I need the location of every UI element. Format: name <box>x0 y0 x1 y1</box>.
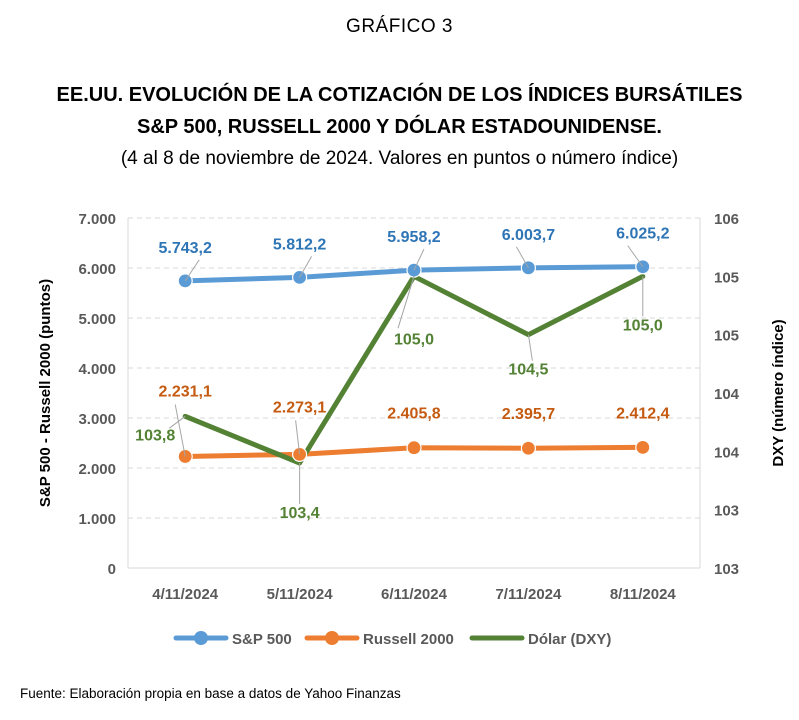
dxy-data-label-leader <box>527 334 533 361</box>
y-tick-label: 7.000 <box>78 211 116 228</box>
legend-sp500-label: S&P 500 <box>232 631 292 648</box>
y-tick-label: 6.000 <box>78 261 116 278</box>
legend-russell-2000-label: Russell 2000 <box>363 631 454 648</box>
sp500-data-label-leader <box>627 245 644 268</box>
russell-2000-data-label: 2.273,1 <box>273 399 326 416</box>
sp500-data-label-leader <box>413 248 425 271</box>
russell-2000-data-label: 2.231,1 <box>159 383 212 400</box>
line-chart: 0 1.000 2.000 3.000 4.000 5.000 6.000 7.000 103 1… <box>37 211 787 648</box>
dxy-data-label: 103,8 <box>135 427 175 444</box>
dxy-data-label: 105,0 <box>623 317 663 334</box>
russell-2000-point <box>635 439 651 455</box>
dxy-data-label-leader <box>397 276 415 329</box>
dxy-data-label-leader <box>168 415 186 429</box>
y-tick-label: 1.000 <box>78 511 116 528</box>
y2-tick-label: 106 <box>714 211 739 228</box>
chart-title-line2: S&P 500, RUSSELL 2000 Y DÓLAR ESTADOUNID… <box>137 116 662 138</box>
legend-russell-2000-marker <box>325 631 339 645</box>
sp500-point <box>292 269 308 285</box>
dxy-data-label: 103,4 <box>280 505 320 522</box>
y-tick-label: 2.000 <box>78 461 116 478</box>
y2-tick-label: 105 <box>714 269 739 286</box>
x-tick-label: 8/11/2024 <box>610 586 677 603</box>
chart-subtitle: (4 al 8 de noviembre de 2024. Valores en… <box>120 148 679 169</box>
dxy-data-label: 105,0 <box>394 331 434 348</box>
y2-axis-title: DXY (número índice) <box>770 319 787 466</box>
russell-2000-point <box>406 440 422 456</box>
sp500-data-label: 6.025,2 <box>616 226 669 243</box>
y2-tick-label: 104 <box>714 386 740 403</box>
dxy-data-label: 104,5 <box>508 362 548 379</box>
sp500-data-label-leader <box>184 259 200 282</box>
y2-tick-label: 103 <box>714 503 739 520</box>
y2-tick-label: 104 <box>714 444 740 461</box>
chart-kicker: GRÁFICO 3 <box>346 16 453 37</box>
y-tick-label: 0 <box>108 561 116 578</box>
x-tick-label: 4/11/2024 <box>152 586 219 603</box>
y-tick-label: 5.000 <box>78 311 116 328</box>
russell-2000-data-label-leader <box>174 404 186 457</box>
y2-tick-label: 103 <box>714 561 739 578</box>
sp500-data-label: 5.812,2 <box>273 236 326 253</box>
sp500-data-label-leader <box>515 246 529 269</box>
legend-dxy-label: Dólar (DXY) <box>528 631 611 648</box>
sp500-data-label-leader <box>299 256 313 278</box>
chart-title-line1: EE.UU. EVOLUCIÓN DE LA COTIZACIÓN DE LOS… <box>56 84 743 106</box>
x-tick-label: 5/11/2024 <box>267 586 334 603</box>
dxy-line <box>182 273 646 466</box>
russell-2000-data-label: 2.395,7 <box>502 406 555 423</box>
sp500-data-label: 5.743,2 <box>159 240 212 257</box>
y-tick-label: 4.000 <box>78 361 116 378</box>
russell-2000-data-label: 2.405,8 <box>387 406 440 423</box>
x-tick-label: 7/11/2024 <box>495 586 562 603</box>
russell-2000-data-label-leader <box>295 420 301 455</box>
legend-sp500-marker <box>194 631 208 645</box>
y2-tick-label: 105 <box>714 328 739 345</box>
russell-2000-point <box>520 440 537 456</box>
russell-2000-data-label: 2.412,4 <box>616 405 669 422</box>
source-note: Fuente: Elaboración propia en base a dat… <box>20 686 401 701</box>
y-tick-label: 3.000 <box>78 411 116 428</box>
sp500-data-label: 5.958,2 <box>387 229 440 246</box>
x-tick-label: 6/11/2024 <box>381 586 448 603</box>
y-axis-title: S&P 500 - Russell 2000 (puntos) <box>37 279 54 507</box>
sp500-data-label: 6.003,7 <box>502 227 555 244</box>
